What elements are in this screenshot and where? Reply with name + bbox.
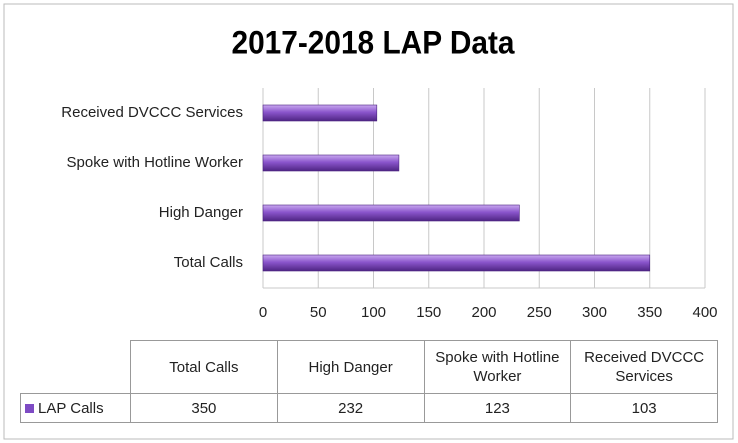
x-tick-label: 50 bbox=[310, 304, 327, 321]
legend-label: LAP Calls bbox=[38, 399, 104, 417]
y-tick-label: Spoke with Hotline Worker bbox=[67, 154, 243, 171]
data-table: Total Calls High Danger Spoke with Hotline… bbox=[20, 340, 718, 423]
table-header-cell: High Danger bbox=[276, 340, 425, 394]
y-tick-label: Total Calls bbox=[174, 254, 243, 271]
table-value-cell: 232 bbox=[276, 393, 425, 423]
x-tick-label: 250 bbox=[527, 304, 552, 321]
x-tick-label: 100 bbox=[361, 304, 386, 321]
table-value-cell: 123 bbox=[423, 393, 572, 423]
y-tick-label: Received DVCCC Services bbox=[61, 104, 243, 121]
table-header-cell: Received DVCCC Services bbox=[570, 340, 718, 394]
table-header-cell: Spoke with Hotline Worker bbox=[423, 340, 572, 394]
table-value-cell: 350 bbox=[130, 393, 278, 423]
x-tick-label: 150 bbox=[416, 304, 441, 321]
bar bbox=[262, 204, 520, 222]
table-data-row: LAP Calls 350 232 123 103 bbox=[20, 393, 718, 423]
bar bbox=[262, 104, 378, 122]
table-value-cell: 103 bbox=[570, 393, 718, 423]
x-tick-label: 300 bbox=[582, 304, 607, 321]
legend-cell: LAP Calls bbox=[20, 393, 131, 423]
y-tick-label: High Danger bbox=[159, 204, 243, 221]
bar bbox=[262, 254, 651, 272]
blank-cell bbox=[20, 340, 131, 394]
x-tick-label: 350 bbox=[637, 304, 662, 321]
table-header-row: Total Calls High Danger Spoke with Hotline… bbox=[20, 340, 718, 394]
chart-title: 2017-2018 LAP Data bbox=[232, 24, 515, 60]
x-tick-label: 200 bbox=[471, 304, 496, 321]
x-tick-label: 0 bbox=[259, 304, 267, 321]
x-tick-label: 400 bbox=[692, 304, 717, 321]
bar bbox=[262, 154, 400, 172]
legend-key bbox=[25, 403, 34, 413]
table-header-cell: Total Calls bbox=[130, 340, 278, 394]
